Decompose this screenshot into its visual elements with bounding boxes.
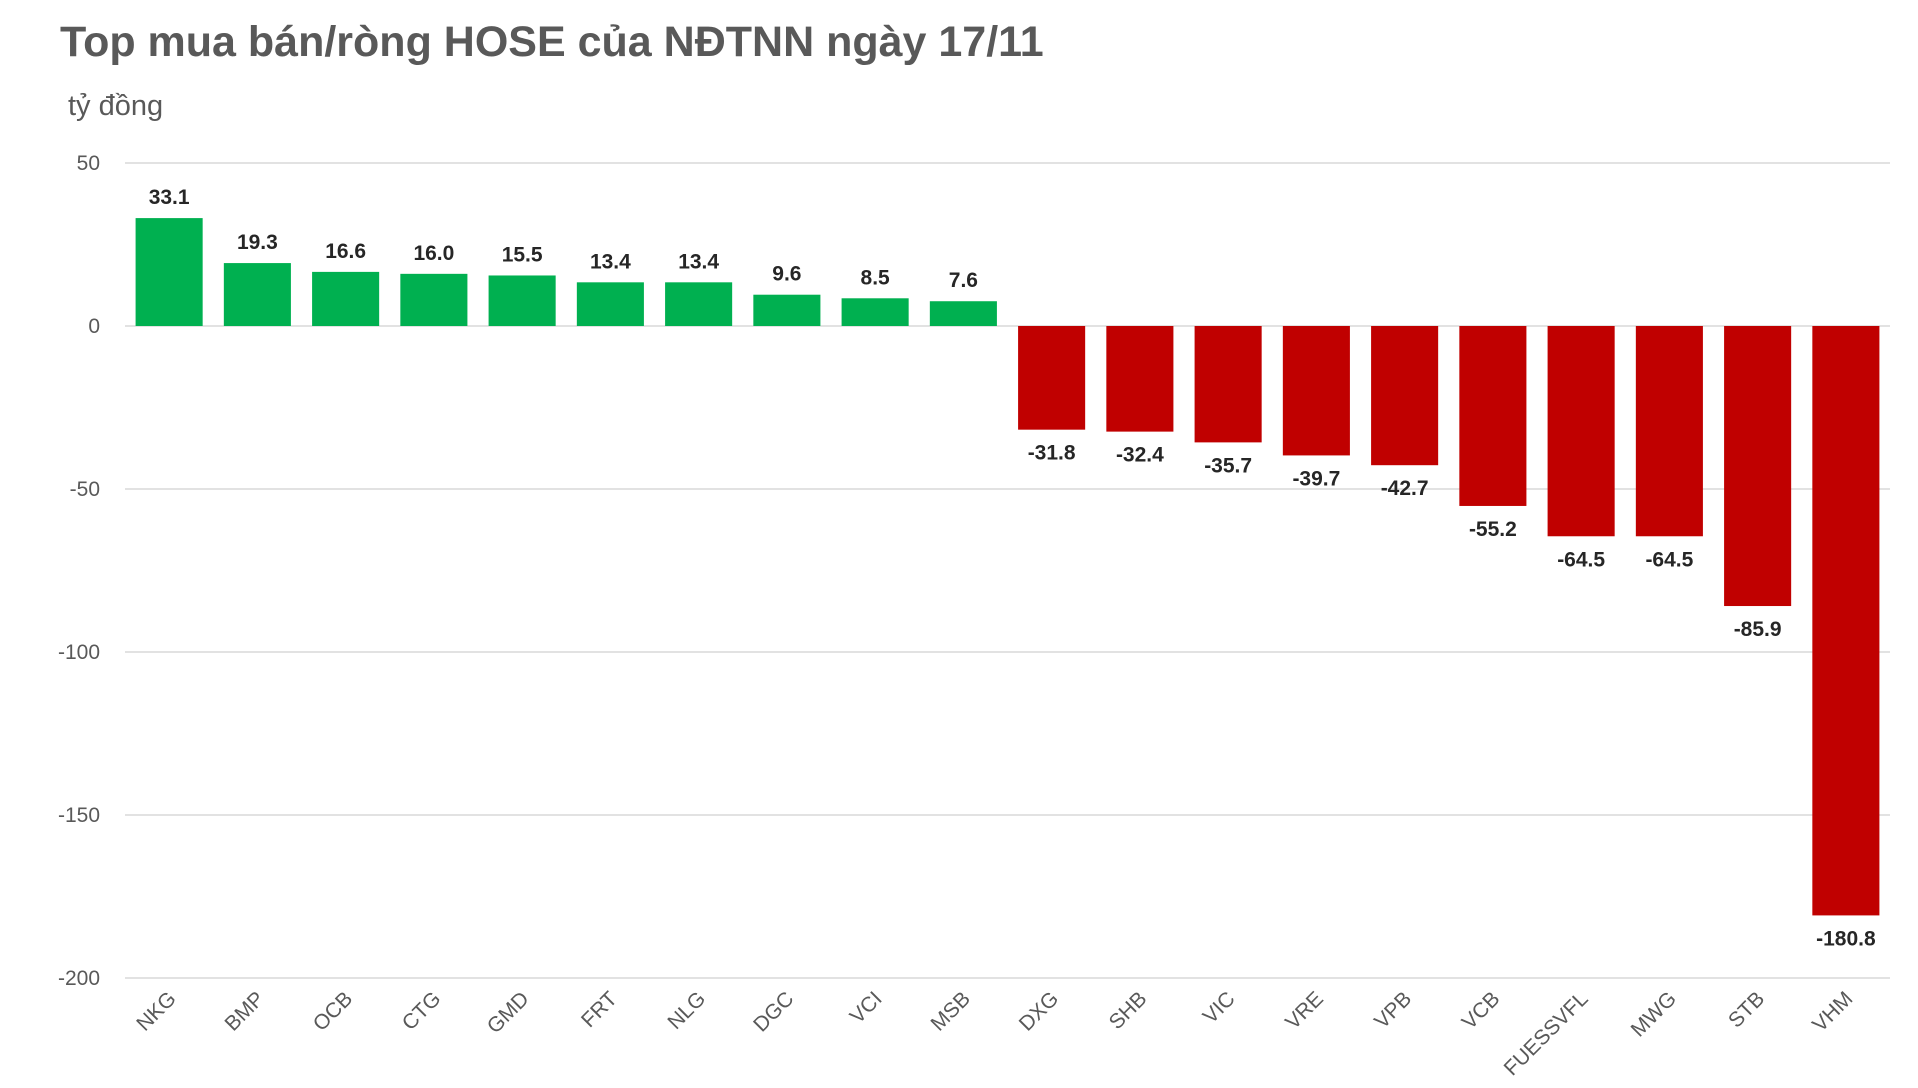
bar — [929, 301, 997, 326]
bar — [1547, 326, 1615, 537]
gridlines — [125, 162, 1890, 979]
y-axis-unit-label: tỷ đồng — [68, 90, 164, 122]
data-label: 13.4 — [590, 250, 631, 273]
data-label: -55.2 — [1469, 518, 1517, 541]
y-tick-label: 0 — [88, 315, 100, 338]
bar — [1724, 326, 1792, 607]
bar — [1635, 326, 1703, 537]
x-tick-label: MWG — [1627, 987, 1681, 1041]
bar — [400, 273, 468, 326]
data-label: -64.5 — [1645, 548, 1693, 571]
x-tick-label: CTG — [398, 987, 446, 1035]
bar — [841, 298, 909, 326]
bar — [665, 282, 733, 326]
x-tick-label: FRT — [577, 987, 622, 1032]
bar — [223, 263, 291, 326]
data-label: -39.7 — [1292, 467, 1340, 490]
data-label: 33.1 — [149, 186, 190, 209]
data-label: -35.7 — [1204, 454, 1252, 477]
data-label: 16.6 — [325, 240, 366, 263]
chart-title: Top mua bán/ròng HOSE của NĐTNN ngày 17/… — [60, 18, 1044, 66]
x-tick-label: SHB — [1105, 987, 1152, 1034]
x-tick-label: VHM — [1808, 987, 1857, 1036]
x-tick-label: VCI — [846, 987, 887, 1028]
data-label: -85.9 — [1734, 618, 1782, 641]
data-label: 19.3 — [237, 231, 278, 254]
data-label: -180.8 — [1816, 927, 1876, 950]
bar — [1812, 326, 1880, 916]
data-label: -31.8 — [1028, 442, 1076, 465]
x-tick-label: VRE — [1281, 987, 1328, 1034]
data-label: -64.5 — [1557, 548, 1605, 571]
data-label: 7.6 — [949, 269, 978, 292]
bar — [135, 218, 203, 326]
data-label: 15.5 — [502, 243, 543, 266]
y-tick-label: -150 — [58, 804, 100, 827]
bar — [1106, 326, 1174, 432]
bar — [1459, 326, 1527, 506]
x-tick-label: VCB — [1458, 987, 1505, 1034]
bar — [576, 282, 644, 326]
x-tick-label: NKG — [132, 987, 180, 1035]
data-label: 13.4 — [678, 250, 719, 273]
x-tick-label: MSB — [926, 987, 974, 1035]
y-tick-label: -50 — [70, 478, 100, 501]
x-axis-ticks: NKG BMP OCB CTG GMD FRT NLG DGC VCI MSB DXG SHB VIC V… — [132, 987, 1857, 1080]
bar — [753, 294, 821, 326]
x-tick-label: VPB — [1370, 987, 1416, 1033]
data-label: 8.5 — [861, 266, 891, 289]
bar — [1018, 326, 1086, 430]
x-tick-label: BMP — [220, 987, 268, 1035]
y-tick-label: -200 — [58, 967, 100, 990]
bars — [135, 218, 1880, 916]
x-tick-label: DGC — [749, 987, 798, 1036]
data-labels: 33.1 19.3 16.6 16.0 15.5 13.4 13.4 9.6 8.5 7.6 -31… — [149, 186, 1876, 950]
y-axis-ticks: 50 0 -50 -100 -150 -200 — [58, 152, 100, 990]
y-tick-label: 50 — [77, 152, 100, 175]
x-tick-label: DXG — [1015, 987, 1063, 1035]
x-tick-label: OCB — [309, 987, 357, 1035]
data-label: 16.0 — [413, 242, 454, 265]
bar — [1282, 326, 1350, 456]
data-label: 9.6 — [772, 263, 801, 286]
x-tick-label: GMD — [483, 987, 534, 1038]
x-tick-label: STB — [1724, 987, 1769, 1032]
bar — [312, 271, 380, 326]
bar — [1371, 326, 1439, 466]
bar — [488, 275, 556, 326]
data-label: -32.4 — [1116, 444, 1164, 467]
x-tick-label: NLG — [663, 987, 710, 1034]
y-tick-label: -100 — [58, 641, 100, 664]
data-label: -42.7 — [1381, 477, 1429, 500]
bar — [1194, 326, 1262, 443]
x-tick-label: VIC — [1199, 987, 1240, 1028]
x-tick-label: FUESSVFL — [1500, 987, 1593, 1080]
